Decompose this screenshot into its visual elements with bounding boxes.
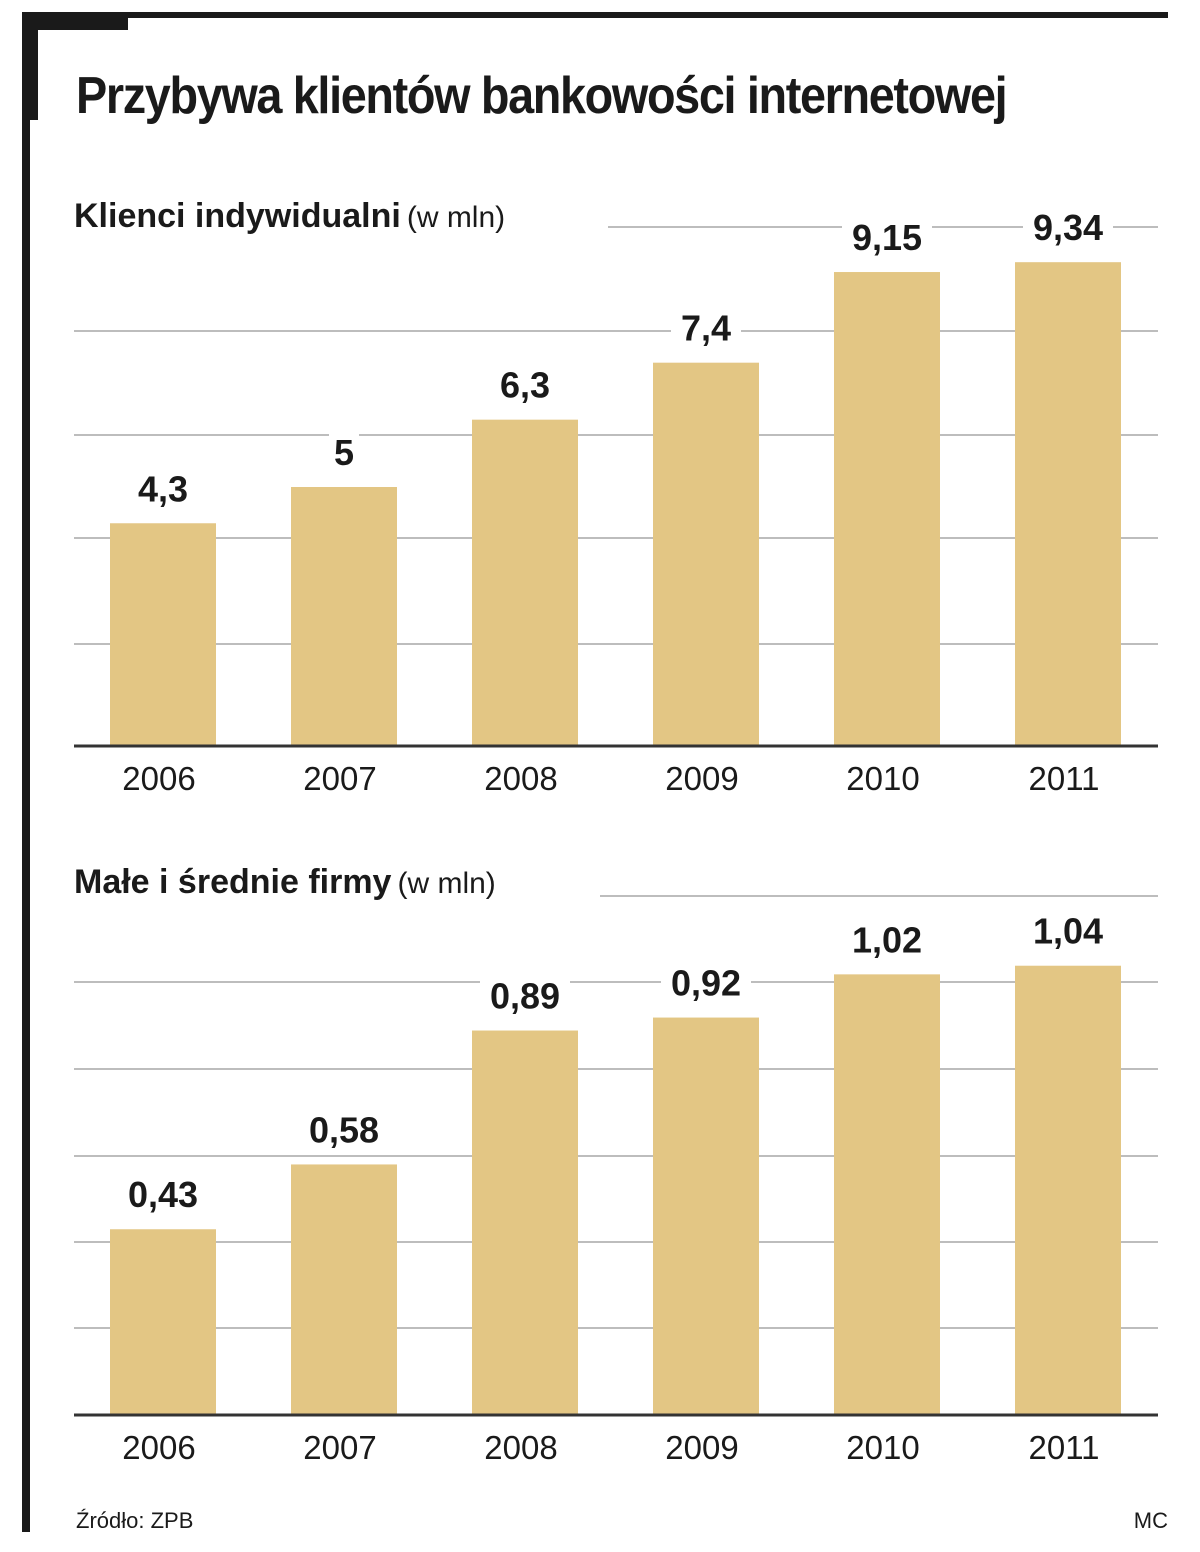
value-label-bg xyxy=(490,365,560,406)
bar-2007 xyxy=(291,487,397,746)
bar-2011 xyxy=(1015,262,1121,746)
x-tick-label-2007: 2007 xyxy=(303,760,376,797)
chart-header: Małe i średnie firmy (w mln) xyxy=(74,860,496,911)
x-tick-label-2008: 2008 xyxy=(484,760,557,797)
value-label-2006: 4,3 xyxy=(138,468,188,509)
page-title: Przybywa klientów bankowości internetowe… xyxy=(76,67,1008,125)
chart-small-medium-firms: Małe i średnie firmy (w mln) 0,43 2006 0,58… xyxy=(0,860,1200,1500)
x-tick-label-2009: 2009 xyxy=(665,1429,738,1466)
x-tick-label-2011: 2011 xyxy=(1029,760,1100,797)
bar-2007 xyxy=(291,1164,397,1415)
value-label-bg xyxy=(299,1110,389,1151)
chart-unit: (w mln) xyxy=(397,867,496,900)
bar-2006 xyxy=(110,523,216,746)
bar-2006 xyxy=(110,1229,216,1415)
frame-left-rule xyxy=(22,12,30,1532)
value-label-bg xyxy=(671,308,741,349)
value-label-2010: 9,15 xyxy=(852,217,922,258)
bar-2008 xyxy=(472,419,578,746)
chart-svg: 4,3 2006 5 2007 6,3 2008 7,4 2009 9,15 2010 9,34 20… xyxy=(74,207,1158,797)
x-tick-label-2009: 2009 xyxy=(665,760,738,797)
value-label-2006: 0,43 xyxy=(128,1174,198,1215)
bar-2010 xyxy=(834,974,940,1415)
bar-2011 xyxy=(1015,965,1121,1415)
x-tick-label-2010: 2010 xyxy=(846,1429,919,1466)
bar-2010 xyxy=(834,272,940,746)
bar-2009 xyxy=(653,362,759,746)
x-tick-label-2007: 2007 xyxy=(303,1429,376,1466)
chart-header: Klienci indywidualni (w mln) xyxy=(74,194,505,245)
value-label-bg xyxy=(1023,911,1113,952)
value-label-2007: 0,58 xyxy=(309,1109,379,1150)
value-label-bg xyxy=(1023,208,1113,249)
chart-svg: 0,43 2006 0,58 2007 0,89 2008 0,92 2009 1,02 2010… xyxy=(74,895,1158,1466)
x-tick-label-2010: 2010 xyxy=(846,760,919,797)
x-tick-label-2008: 2008 xyxy=(484,1429,557,1466)
value-label-2010: 1,02 xyxy=(852,919,922,960)
chart-title: Klienci indywidualni xyxy=(74,197,401,235)
value-label-bg xyxy=(842,218,932,259)
chart-unit: (w mln) xyxy=(406,201,506,234)
value-label-2007: 5 xyxy=(334,432,354,473)
x-tick-label-2006: 2006 xyxy=(122,1429,195,1466)
value-label-2009: 7,4 xyxy=(681,308,731,349)
x-tick-label-2006: 2006 xyxy=(122,760,195,797)
value-label-2009: 0,92 xyxy=(671,963,741,1004)
value-label-bg xyxy=(661,963,751,1004)
author-credit: MC xyxy=(1133,1508,1168,1533)
source-note: Źródło: ZPB xyxy=(76,1508,194,1533)
value-label-bg xyxy=(480,976,570,1017)
value-label-2011: 1,04 xyxy=(1033,911,1103,952)
bar-2008 xyxy=(472,1030,578,1415)
value-label-bg xyxy=(128,469,198,510)
value-label-bg xyxy=(118,1175,208,1216)
value-label-2011: 9,34 xyxy=(1033,207,1103,248)
chart-individual-clients: Klienci indywidualni (w mln) 4,3 2006 5 2007… xyxy=(0,194,1200,834)
bar-2009 xyxy=(653,1017,759,1415)
value-label-bg xyxy=(329,433,359,473)
x-tick-label-2011: 2011 xyxy=(1029,1429,1100,1466)
value-label-bg xyxy=(842,920,932,961)
frame-top-rule xyxy=(22,12,1168,18)
value-label-2008: 0,89 xyxy=(490,976,560,1017)
chart-title: Małe i średnie firmy xyxy=(74,863,392,901)
value-label-2008: 6,3 xyxy=(500,365,550,406)
frame-corner-tab xyxy=(22,12,128,30)
